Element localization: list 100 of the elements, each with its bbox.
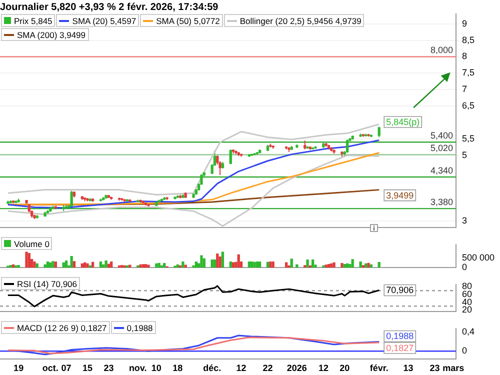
bar [64, 260, 68, 268]
bar [290, 258, 293, 268]
bar [367, 262, 370, 268]
bar [182, 261, 184, 268]
ref-line-label: 4,340 [430, 165, 453, 176]
annotation: 3,9499 [386, 190, 414, 200]
bar [147, 264, 150, 268]
bar [194, 261, 198, 268]
y-tick-label: 0,4 [462, 326, 475, 337]
x-tick-label: 12 [236, 363, 246, 374]
legend-label: SMA (50) 5,0772 [156, 16, 220, 26]
candlestick [70, 190, 73, 208]
y-tick-label: 5,5 [462, 133, 475, 144]
x-tick-label: déc. [203, 363, 222, 374]
x-tick-label: 07 [61, 363, 72, 374]
bar [210, 260, 214, 268]
x-tick-label: 15 [82, 363, 92, 374]
legend-label: Volume 0 [14, 238, 50, 248]
bar [332, 262, 336, 268]
bar [158, 262, 160, 268]
y-tick-label: 8,5 [462, 34, 475, 45]
legend-label: 0,1988 [126, 322, 153, 332]
bar [324, 264, 328, 268]
bar [232, 262, 235, 268]
bar [25, 252, 28, 268]
bar [70, 256, 73, 268]
x-tick-label: 2026 [286, 363, 307, 374]
legend-label: MACD (12 26 9) 0,1827 [17, 322, 107, 332]
bar [312, 260, 314, 268]
y-tick-label: 8 [462, 51, 468, 62]
y-tick-label: 500 000 [462, 252, 495, 262]
bar [359, 261, 362, 268]
annotation: 70,906 [386, 285, 414, 296]
bar [269, 261, 272, 268]
bar [322, 265, 325, 268]
bar [120, 264, 124, 268]
bar [216, 254, 219, 268]
bar [272, 261, 274, 268]
ref-line-label: 5,020 [430, 143, 453, 154]
bar [284, 262, 288, 268]
ref-line-label: 3,380 [430, 197, 453, 208]
chart-title: Journalier 5,820 +3,93 % 2 févr. 2026, 17:34:59 [0, 2, 219, 13]
bar [17, 264, 20, 268]
bar [200, 255, 203, 268]
y-tick-label: 0 [462, 262, 468, 272]
legend-label: SMA (200) 3,9499 [17, 30, 86, 40]
bar [288, 265, 290, 268]
bar [142, 264, 144, 268]
y-tick-label: 80 [462, 281, 472, 292]
bar [144, 264, 148, 268]
bar [104, 260, 108, 268]
bar [99, 261, 102, 268]
bar [46, 261, 50, 268]
y-tick-label: 20 [462, 304, 472, 315]
bar [192, 265, 195, 268]
bar [340, 263, 344, 268]
bar [91, 262, 94, 268]
y-tick-label: 6,5 [462, 100, 475, 110]
candlestick [346, 139, 349, 154]
bar [378, 262, 380, 268]
bar [213, 260, 216, 268]
bar [44, 264, 46, 268]
x-tick-label: nov. [128, 363, 147, 374]
legend-label: Bollinger (20 2,5) 5,9456 4,9739 [240, 16, 362, 26]
ref-line-label: 8,000 [430, 45, 453, 56]
y-tick-label: 60 [462, 288, 472, 299]
bar [163, 263, 166, 268]
bar [351, 259, 354, 268]
bar [221, 252, 224, 268]
x-tick-label: 18 [172, 363, 183, 374]
y-tick-label: 7,5 [462, 68, 475, 78]
x-tick-label: mars [442, 363, 464, 374]
legend-label: SMA (20) 5,4597 [72, 16, 136, 26]
bar [84, 262, 86, 268]
bar [52, 261, 54, 268]
bar [54, 261, 58, 268]
bar [256, 261, 258, 268]
bar [218, 256, 222, 268]
y-tick-label: 3 [462, 216, 468, 226]
bar [229, 261, 232, 268]
bar [296, 264, 298, 268]
bar [304, 265, 306, 268]
x-tick-label: 20 [340, 363, 350, 374]
bar [110, 261, 113, 268]
legend-label: Prix 5,845 [14, 16, 52, 26]
x-tick-label: 12 [318, 363, 328, 374]
x-tick-label: févr. [370, 363, 388, 374]
bar [86, 263, 89, 268]
y-tick-label: 9 [462, 18, 468, 28]
y-tick-label: 7 [462, 84, 468, 94]
x-tick-label: 19 [14, 363, 24, 374]
bar [33, 261, 36, 268]
bar [258, 261, 262, 268]
bar [202, 258, 206, 268]
bar [62, 262, 65, 268]
bar [248, 261, 251, 268]
x-tick-label: 23 [430, 363, 440, 374]
bar [343, 264, 346, 268]
bar [250, 261, 254, 268]
candlestick [378, 126, 380, 138]
